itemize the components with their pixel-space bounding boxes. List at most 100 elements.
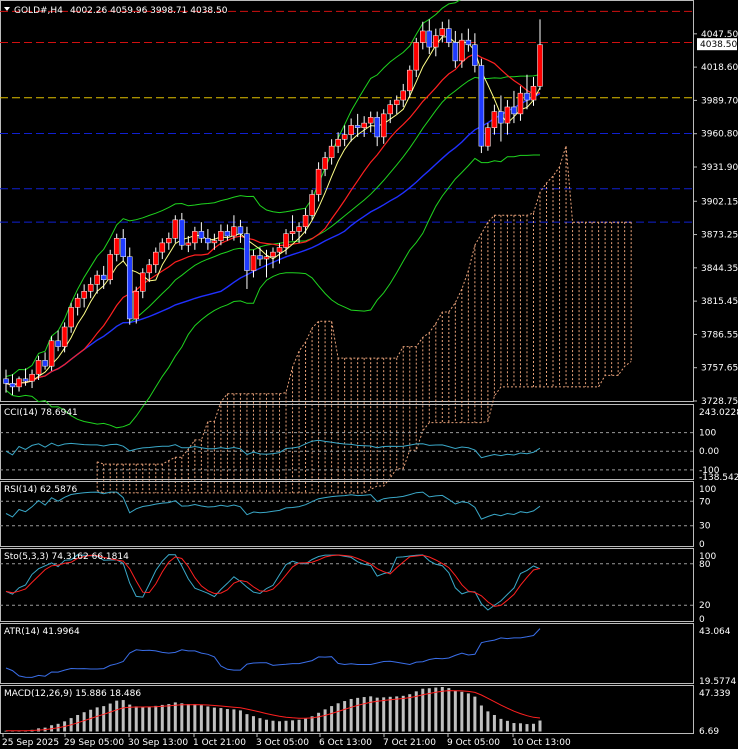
- candle[interactable]: [159, 238, 166, 260]
- candle-body[interactable]: [159, 242, 166, 253]
- candle-body[interactable]: [276, 247, 283, 253]
- candle[interactable]: [198, 222, 205, 243]
- candle[interactable]: [276, 242, 283, 264]
- candle-body[interactable]: [348, 125, 354, 135]
- candle[interactable]: [146, 259, 153, 283]
- candle[interactable]: [511, 90, 517, 124]
- candle[interactable]: [426, 19, 433, 54]
- candle-body[interactable]: [328, 145, 335, 158]
- candle[interactable]: [211, 233, 218, 250]
- candle-body[interactable]: [74, 297, 81, 308]
- candle[interactable]: [224, 224, 231, 241]
- candle-body[interactable]: [113, 238, 120, 255]
- candle[interactable]: [420, 21, 426, 50]
- candle-body[interactable]: [341, 134, 348, 140]
- candlesticks[interactable]: [3, 19, 543, 395]
- candle[interactable]: [361, 116, 367, 137]
- candle-body[interactable]: [335, 138, 341, 147]
- candle-body[interactable]: [296, 226, 302, 232]
- candle-body[interactable]: [100, 274, 107, 281]
- candle[interactable]: [433, 28, 439, 57]
- candle-body[interactable]: [504, 106, 511, 124]
- candle-body[interactable]: [524, 92, 530, 101]
- candle[interactable]: [35, 355, 42, 380]
- candle[interactable]: [517, 86, 524, 121]
- candle-body[interactable]: [270, 251, 276, 257]
- candle-body[interactable]: [472, 44, 478, 66]
- candle-body[interactable]: [81, 291, 87, 299]
- candle[interactable]: [29, 369, 35, 389]
- candle[interactable]: [387, 100, 393, 124]
- candle[interactable]: [192, 226, 198, 250]
- candle[interactable]: [140, 268, 146, 299]
- candle[interactable]: [231, 215, 237, 241]
- candle-body[interactable]: [420, 30, 426, 43]
- candle-body[interactable]: [289, 231, 296, 234]
- candle[interactable]: [126, 247, 133, 325]
- candle-body[interactable]: [94, 274, 100, 285]
- candle[interactable]: [237, 219, 244, 243]
- candle-body[interactable]: [35, 360, 42, 375]
- candle-body[interactable]: [465, 39, 472, 46]
- candle-body[interactable]: [322, 157, 328, 170]
- candle[interactable]: [452, 30, 459, 68]
- candle-body[interactable]: [29, 373, 35, 382]
- candle-body[interactable]: [9, 383, 16, 388]
- candle[interactable]: [81, 284, 87, 308]
- candle[interactable]: [42, 352, 48, 370]
- candle-body[interactable]: [426, 30, 433, 48]
- candle-body[interactable]: [485, 127, 491, 147]
- indicator-pane-0[interactable]: CCI(14) 78.6941 243.0228 100 0.00 -100-138.5…: [0, 404, 738, 484]
- candle[interactable]: [16, 376, 22, 392]
- candle-body[interactable]: [511, 106, 517, 115]
- candle-body[interactable]: [478, 65, 485, 147]
- candle-body[interactable]: [172, 219, 179, 239]
- candle-body[interactable]: [126, 256, 133, 320]
- candle-body[interactable]: [309, 194, 315, 216]
- candle-body[interactable]: [166, 238, 172, 244]
- candle-body[interactable]: [198, 231, 205, 239]
- candle[interactable]: [472, 33, 478, 73]
- candle[interactable]: [309, 189, 315, 220]
- candle-body[interactable]: [237, 226, 244, 234]
- candle[interactable]: [459, 33, 465, 68]
- candle[interactable]: [107, 249, 113, 285]
- candle[interactable]: [524, 74, 530, 110]
- candle-body[interactable]: [354, 125, 361, 128]
- indicator-pane-3[interactable]: ATR(14) 41.9964 43.064 19.5774: [0, 623, 737, 688]
- candle-body[interactable]: [231, 226, 237, 237]
- candle-body[interactable]: [42, 360, 48, 367]
- candle-body[interactable]: [315, 168, 322, 195]
- candle[interactable]: [407, 65, 413, 98]
- candle-body[interactable]: [433, 35, 439, 48]
- candle[interactable]: [153, 247, 159, 273]
- candle-body[interactable]: [459, 39, 465, 62]
- candle-body[interactable]: [218, 231, 224, 241]
- candle[interactable]: [374, 111, 380, 147]
- candle[interactable]: [55, 330, 61, 352]
- indicator-pane-4[interactable]: MACD(12,26,9) 15.886 18.486 47.339 6.69: [0, 685, 731, 738]
- candle-body[interactable]: [491, 111, 498, 128]
- candle-body[interactable]: [498, 111, 504, 124]
- candle[interactable]: [185, 235, 192, 253]
- candle[interactable]: [439, 21, 446, 43]
- candle[interactable]: [413, 37, 420, 78]
- candle[interactable]: [270, 247, 276, 269]
- candle-body[interactable]: [16, 378, 22, 388]
- candle[interactable]: [250, 249, 257, 278]
- candle[interactable]: [263, 249, 270, 278]
- candle[interactable]: [354, 113, 361, 137]
- candle[interactable]: [244, 226, 250, 289]
- candle-body[interactable]: [185, 242, 192, 246]
- dropdown-triangle-icon[interactable]: [4, 7, 10, 11]
- candle[interactable]: [393, 95, 400, 114]
- candle[interactable]: [74, 293, 81, 316]
- candle[interactable]: [504, 100, 511, 135]
- main-price-pane[interactable]: GOLD#,H4 4002.26 4059.96 3998.71 4038.50…: [0, 0, 738, 494]
- candle[interactable]: [205, 229, 211, 250]
- candle[interactable]: [537, 19, 543, 90]
- candle[interactable]: [322, 151, 328, 177]
- candle[interactable]: [485, 123, 491, 151]
- candle[interactable]: [400, 83, 406, 107]
